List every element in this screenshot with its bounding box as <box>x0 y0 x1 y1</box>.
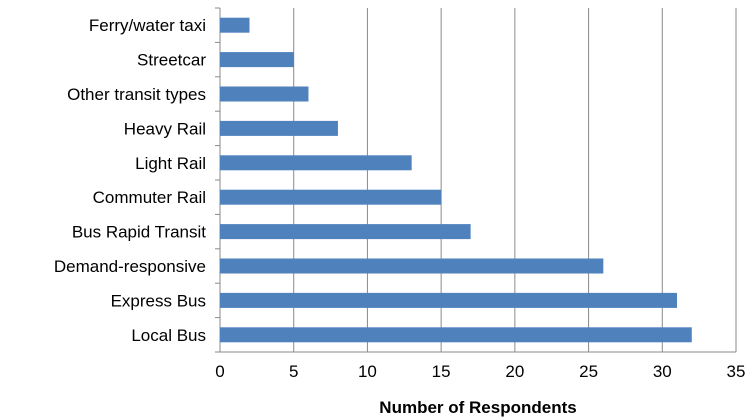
bar <box>220 86 309 102</box>
bar <box>220 224 471 240</box>
category-label: Other transit types <box>67 85 206 104</box>
category-label: Local Bus <box>131 326 206 345</box>
x-axis-title: Number of Respondents <box>379 398 576 417</box>
category-label: Commuter Rail <box>93 188 206 207</box>
category-label: Light Rail <box>135 154 206 173</box>
x-tick-label: 30 <box>653 362 672 381</box>
bar <box>220 155 412 171</box>
bar <box>220 292 678 308</box>
category-label: Streetcar <box>137 51 206 70</box>
x-tick-label: 20 <box>505 362 524 381</box>
category-label: Heavy Rail <box>124 119 206 138</box>
category-label: Bus Rapid Transit <box>72 223 206 242</box>
bar <box>220 120 338 136</box>
x-tick-label: 0 <box>215 362 224 381</box>
category-label: Express Bus <box>111 291 206 310</box>
x-tick-label: 35 <box>727 362 746 381</box>
bars <box>220 17 692 343</box>
x-tick-label: 15 <box>432 362 451 381</box>
bar <box>220 17 250 33</box>
x-tick-label: 25 <box>579 362 598 381</box>
x-tick-label: 5 <box>289 362 298 381</box>
category-labels: Ferry/water taxi Streetcar Other transit t… <box>54 16 206 345</box>
x-tick-label: 10 <box>358 362 377 381</box>
bar <box>220 189 442 205</box>
bar <box>220 52 294 68</box>
category-label: Demand-responsive <box>54 257 206 276</box>
category-label: Ferry/water taxi <box>89 16 206 35</box>
x-tick-labels: 0 5 10 15 20 25 30 35 <box>215 362 745 381</box>
bar <box>220 258 604 274</box>
bar <box>220 327 692 343</box>
